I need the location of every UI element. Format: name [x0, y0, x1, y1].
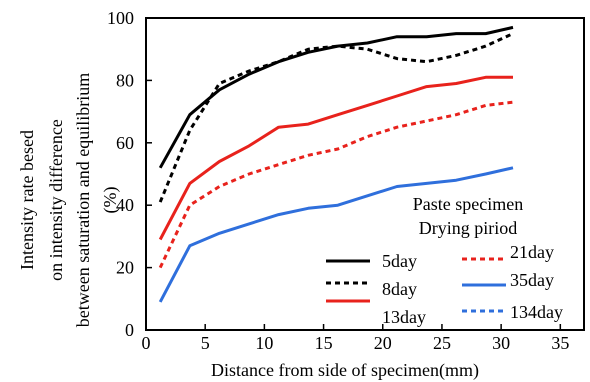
y-tick-label: 60 [116, 133, 134, 153]
y-tick-label: 80 [116, 70, 134, 90]
legend-label-35day: 35day [510, 270, 554, 290]
y-axis-title-line: on intensity difference [46, 119, 66, 281]
legend-label-13day: 13day [382, 307, 426, 327]
x-tick-label: 15 [315, 333, 333, 353]
y-axis-title-line: (%) [100, 187, 121, 214]
x-tick-label: 20 [374, 333, 392, 353]
series-line-8day [158, 32, 514, 203]
y-axis-title-line: Intensity rate besed [17, 130, 37, 270]
legend-label-21day: 21day [510, 242, 554, 262]
y-tick-label: 0 [125, 320, 134, 340]
x-tick-label: 30 [492, 333, 510, 353]
legend-label-5day: 5day [382, 251, 417, 271]
x-axis-title: Distance from side of specimen(mm) [211, 360, 479, 381]
x-tick-label: 5 [201, 333, 210, 353]
y-tick-label: 20 [116, 258, 134, 278]
legend-header: Paste specimen [413, 194, 523, 214]
series-line-35day [158, 166, 514, 303]
legend-header: Drying piriod [419, 218, 518, 238]
x-tick-label: 35 [551, 333, 569, 353]
legend-label-134day: 134day [510, 302, 563, 322]
series-line-13day [158, 75, 513, 241]
y-tick-label: 100 [107, 8, 134, 28]
x-tick-label: 0 [142, 333, 151, 353]
series-line-5day [158, 25, 514, 169]
plot-frame [145, 17, 585, 331]
axes: 0 5 10 15 20 25 30 35 0 20 40 60 80 100 Distance from … [107, 8, 569, 381]
series-line-21day [158, 100, 514, 269]
series-lines [158, 25, 514, 303]
legend-label-8day: 8day [382, 279, 417, 299]
plot-area [145, 17, 585, 331]
x-tick-label: 25 [433, 333, 451, 353]
y-axis-title: Intensity rate besed on intensity differe… [17, 73, 121, 327]
x-tick-label: 10 [255, 333, 273, 353]
y-tick-label: 40 [116, 195, 134, 215]
y-axis-title-line: between saturation and equilibrium [73, 73, 93, 327]
